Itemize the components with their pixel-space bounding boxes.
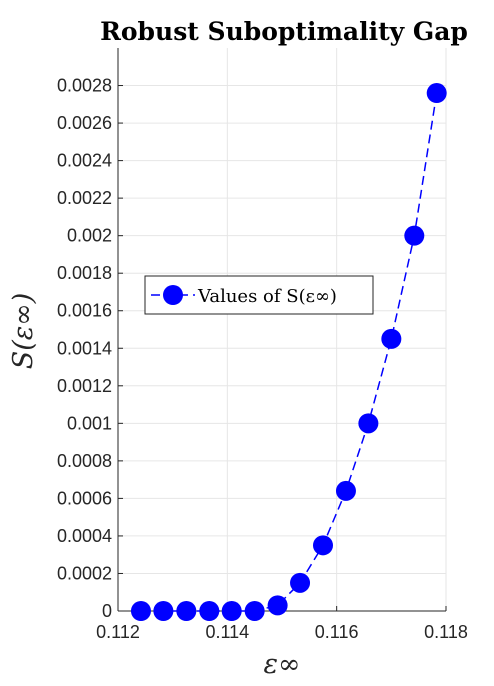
data-point-2[interactable] [176,601,197,621]
data-point-6[interactable] [267,595,288,616]
grid [117,48,447,612]
x-tick-label-3: 0.118 [424,622,468,642]
axes [117,48,447,612]
y-tick-label-11: 0.0022 [57,188,112,208]
data-point-8[interactable] [313,535,333,556]
chart-title: Robust Suboptimality Gap [100,17,468,46]
data-point-10[interactable] [358,413,379,434]
data-point-7[interactable] [290,572,311,593]
y-tick-label-13: 0.0026 [57,113,112,133]
series [130,83,447,621]
data-point-12[interactable] [404,225,425,246]
data-point-5[interactable] [244,601,265,621]
y-tick-label-6: 0.0012 [57,376,112,396]
y-tick-labels: 0 0.0002 0.0004 0.0006 0.0008 0.001 0.0012 0.00… [57,76,112,621]
x-axis-label: ε∞ [264,649,301,680]
y-tick-label-10: 0.002 [67,226,112,246]
x-tick-label-2: 0.116 [315,622,359,642]
y-tick-label-0: 0 [102,601,112,621]
data-point-11[interactable] [381,328,402,349]
y-tick-label-4: 0.0008 [57,451,112,471]
x-tick-labels: 0.112 0.114 0.116 0.118 [96,622,468,642]
y-tick-label-7: 0.0014 [57,338,112,358]
y-tick-label-1: 0.0002 [57,563,112,583]
data-point-9[interactable] [335,480,356,501]
y-axis-label: S(ε∞) [8,293,39,370]
legend[interactable]: Values of S(ε∞) [144,275,374,315]
legend-entry-label: Values of S(ε∞) [197,286,337,307]
series-line-0 [140,92,438,612]
y-tick-label-12: 0.0024 [57,151,112,171]
data-point-1[interactable] [153,601,174,621]
data-point-13[interactable] [426,83,447,104]
y-tick-label-3: 0.0006 [57,488,112,508]
y-tick-label-14: 0.0028 [57,76,112,96]
legend-marker [163,285,183,305]
y-tick-label-8: 0.0016 [57,301,112,321]
y-tick-label-5: 0.001 [67,413,112,433]
data-point-4[interactable] [221,601,242,621]
y-tick-label-2: 0.0004 [57,526,112,546]
data-point-3[interactable] [199,601,220,621]
data-point-0[interactable] [130,601,151,621]
x-tick-label-1: 0.114 [205,622,249,642]
y-tick-label-9: 0.0018 [57,263,112,283]
x-tick-label-0: 0.112 [96,622,140,642]
